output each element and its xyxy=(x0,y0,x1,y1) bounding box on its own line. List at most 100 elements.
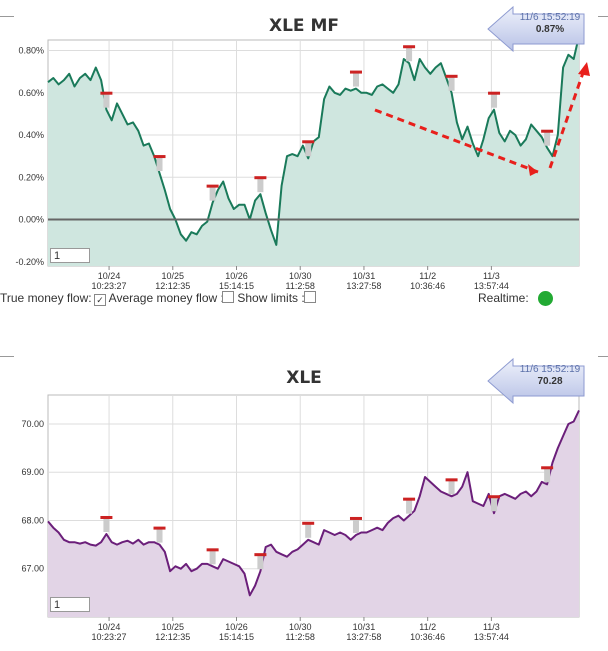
x-tick-time: 15:14:15 xyxy=(219,632,254,642)
true-money-flow-label: True money flow: xyxy=(0,291,92,305)
series-line xyxy=(47,409,580,597)
tooltip-time: 11/6 15:52:19 xyxy=(519,12,581,23)
x-tick-time: 13:57:44 xyxy=(474,632,509,642)
marker-stem xyxy=(352,518,359,533)
marker-flag xyxy=(488,495,501,499)
y-tick-label: -0.20% xyxy=(15,257,44,267)
true-money-flow-control: True money flow: xyxy=(0,291,92,305)
marker-flag xyxy=(349,516,362,520)
marker-flag xyxy=(206,184,219,188)
average-money-flow-control: ✓ Average money flow : xyxy=(91,291,224,306)
x-tick-date: 10/26 xyxy=(225,271,248,281)
trend-arrow-up xyxy=(548,69,586,169)
marker-flag xyxy=(403,497,416,501)
y-tick-label: 67.00 xyxy=(21,564,44,574)
x-tick-date: 10/30 xyxy=(289,622,312,632)
marker-flag xyxy=(302,521,315,525)
mf-chart-panel: XLE MF 0.80% 0.60% 0.40% 0.20% 0.00% -0.20% 10… xyxy=(0,5,608,291)
value-tooltip: 11/6 15:52:19 0.87% xyxy=(487,5,587,53)
marker-stem xyxy=(544,468,551,483)
top-divider xyxy=(0,16,14,17)
y-tick-label: 0.40% xyxy=(18,130,44,140)
x-tick-date: 10/25 xyxy=(162,271,185,281)
x-tick-date: 10/31 xyxy=(353,271,376,281)
x-tick-time: 13:27:58 xyxy=(346,632,381,642)
chart-title-2: XLE xyxy=(286,368,322,388)
x-tick-date: 11/2 xyxy=(419,622,436,632)
marker-stem xyxy=(406,499,413,514)
x-tick-date: 11/2 xyxy=(419,271,436,281)
average-money-flow-label: Average money flow : xyxy=(108,291,224,305)
y-tick-label: 68.00 xyxy=(21,515,44,525)
marker-stem xyxy=(257,178,264,193)
trend-arrow-down xyxy=(374,108,539,174)
x-tick-date: 10/25 xyxy=(162,622,185,632)
top-divider-right xyxy=(598,16,608,17)
marker-stem xyxy=(156,528,163,543)
marker-stem xyxy=(305,142,312,157)
x-tick-time: 10:36:46 xyxy=(410,281,445,291)
tooltip-time-2: 11/6 15:52:19 xyxy=(519,364,581,375)
x-tick-time: 10:36:46 xyxy=(410,632,445,642)
marker-flag xyxy=(100,515,113,519)
tooltip-value: 0.87% xyxy=(535,24,565,35)
marker-stem xyxy=(257,555,264,570)
marker-flag xyxy=(254,553,267,557)
marker-flag xyxy=(541,129,554,133)
mf-chart-svg: 0.80% 0.60% 0.40% 0.20% 0.00% -0.20% 10/2410:2… xyxy=(15,35,590,291)
chart-title: XLE MF xyxy=(268,16,339,36)
marker-flag xyxy=(302,140,315,144)
realtime-label: Realtime: xyxy=(478,291,529,305)
x-tick-time: 13:57:44 xyxy=(474,281,509,291)
x-tick-time: 12:12:35 xyxy=(155,281,190,291)
x-tick-time: 12:12:35 xyxy=(155,632,190,642)
period-input-2[interactable]: 1 xyxy=(50,597,90,612)
marker-stem xyxy=(544,131,551,146)
controls-row: True money flow: ✓ Average money flow : … xyxy=(0,290,608,308)
marker-stem xyxy=(103,93,110,108)
x-tick-time: 11:2:58 xyxy=(286,632,315,642)
mid-divider xyxy=(0,356,14,357)
tooltip-arrow-shape-2 xyxy=(487,357,585,405)
x-tick-date: 10/24 xyxy=(98,622,121,632)
x-tick-date: 10/24 xyxy=(98,271,121,281)
marker-flag xyxy=(254,176,267,180)
marker-flag xyxy=(100,91,113,95)
x-tick-time: 11:2:58 xyxy=(286,281,315,291)
realtime-control: Realtime: xyxy=(478,291,554,306)
series-area xyxy=(48,35,579,266)
x-tick-date: 10/30 xyxy=(289,271,312,281)
marker-flag xyxy=(206,548,219,552)
y-tick-label: 0.80% xyxy=(18,46,44,56)
marker-stem xyxy=(305,523,312,538)
period-input[interactable]: 1 xyxy=(50,248,90,263)
show-limits-box xyxy=(301,291,316,305)
marker-flag xyxy=(445,74,458,78)
value-tooltip-2: 11/6 15:52:19 70.28 xyxy=(487,357,587,405)
x-tick-date: 11/3 xyxy=(483,271,500,281)
x-tick-date: 10/26 xyxy=(225,622,248,632)
x-tick-time: 13:27:58 xyxy=(346,281,381,291)
realtime-status-dot[interactable] xyxy=(538,291,554,306)
marker-stem xyxy=(352,72,359,87)
tooltip-value-2: 70.28 xyxy=(537,376,563,387)
x-tick-date: 11/3 xyxy=(483,622,500,632)
y-tick-label: 0.20% xyxy=(18,172,44,182)
marker-flag xyxy=(153,155,166,159)
x-tick-time: 15:14:15 xyxy=(219,281,254,291)
mid-divider-right xyxy=(598,356,608,357)
marker-stem xyxy=(448,76,455,91)
marker-stem xyxy=(103,517,110,532)
show-limits-checkbox[interactable] xyxy=(304,291,316,303)
marker-flag xyxy=(153,526,166,530)
series-area xyxy=(48,410,579,617)
marker-stem xyxy=(209,186,216,201)
true-money-flow-checkbox[interactable]: ✓ xyxy=(94,294,106,306)
marker-stem xyxy=(156,157,163,172)
x-tick-time: 10:23:27 xyxy=(92,281,127,291)
x-tick-time: 10:23:27 xyxy=(92,632,127,642)
average-money-flow-checkbox[interactable] xyxy=(222,291,234,303)
marker-stem xyxy=(448,480,455,495)
